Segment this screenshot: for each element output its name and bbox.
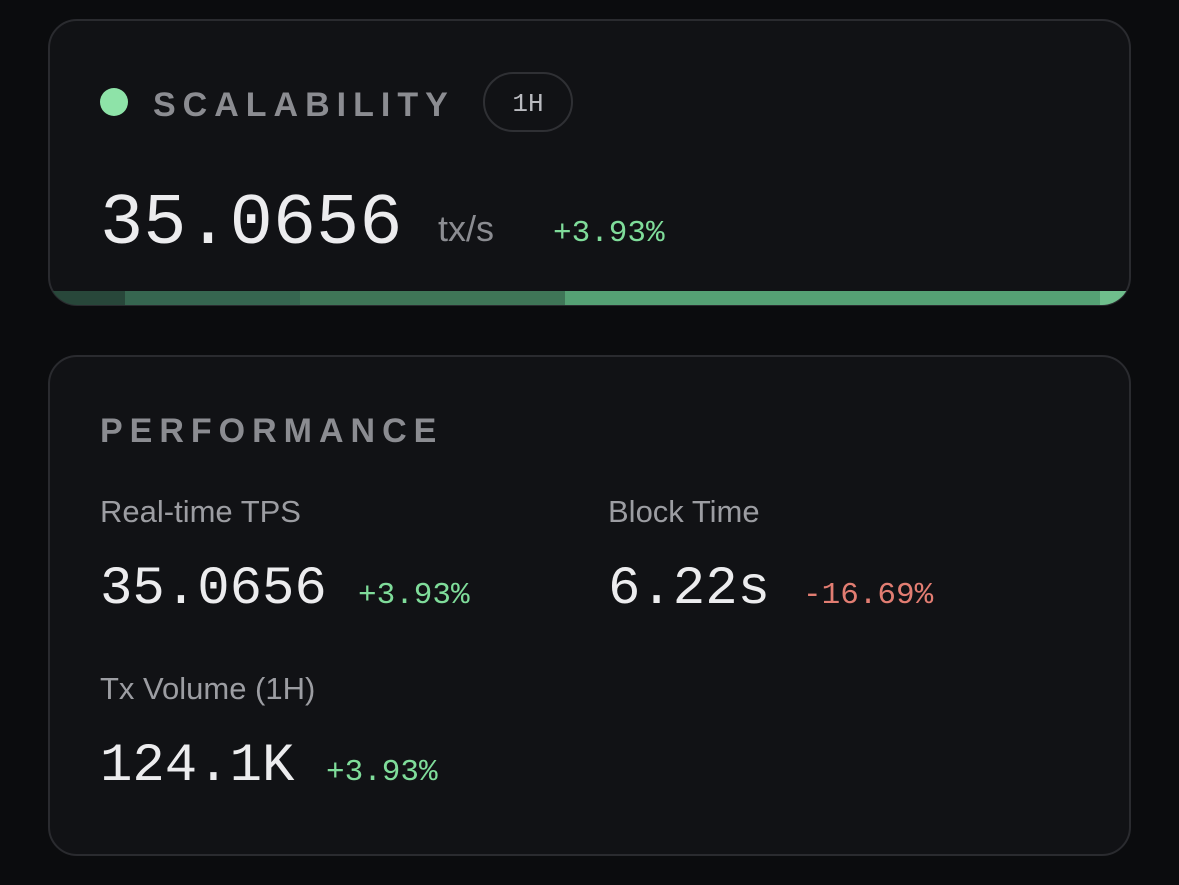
metric-change: +3.93% (326, 755, 438, 790)
metric-value: 35.0656 (100, 559, 327, 620)
unit: tx/s (438, 208, 494, 249)
scalability-card: SCALABILITY 1H 35.0656 tx/s +3.93% (48, 19, 1131, 306)
metric-label: Tx Volume (1H) (100, 671, 315, 706)
main-value: 35.0656 (100, 183, 402, 265)
bar-segment (300, 291, 565, 305)
metric-change: -16.69% (803, 578, 934, 613)
bar-segment (565, 291, 1100, 305)
status-dot (100, 88, 128, 116)
metric-label: Real-time TPS (100, 494, 301, 529)
performance-card: PERFORMANCE Real-time TPS 35.0656 +3.93%… (48, 355, 1131, 856)
metric-value: 6.22s (608, 559, 770, 620)
change: +3.93% (553, 216, 665, 251)
card-background (48, 355, 1131, 856)
range-pill[interactable] (483, 72, 573, 132)
range-label[interactable]: 1H (512, 89, 543, 119)
bar-segment (49, 291, 125, 305)
card-title: PERFORMANCE (100, 412, 443, 450)
metric-value: 124.1K (100, 736, 295, 797)
metric-change: +3.93% (358, 578, 470, 613)
metric-label: Block Time (608, 494, 760, 529)
progress-bar (49, 291, 1130, 305)
card-title: SCALABILITY (153, 86, 455, 124)
bar-segment (125, 291, 300, 305)
